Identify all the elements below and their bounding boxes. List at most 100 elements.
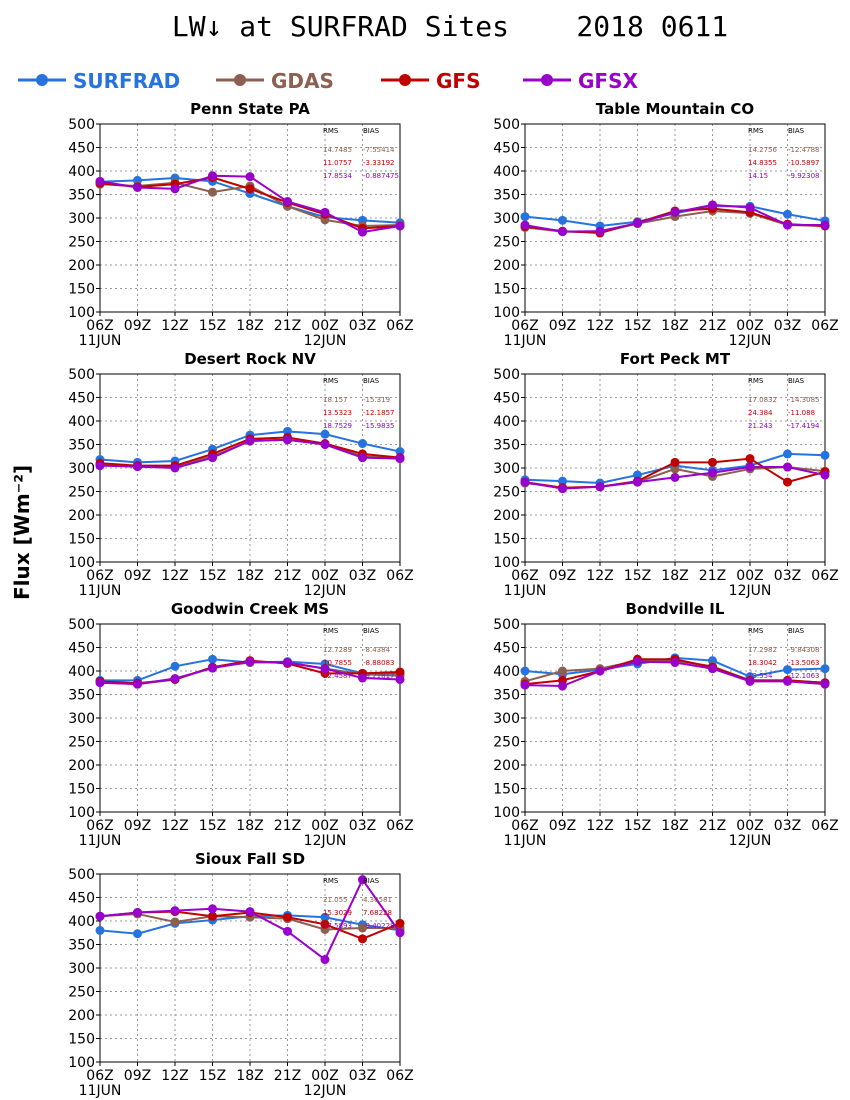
y-tick-label: 500 [68,367,95,383]
y-tick-label: 400 [493,164,520,180]
x-tick-label: 03Z [774,568,801,584]
chart-panel: Penn State PA 100 150 200 250 300 350 400 450 500… [68,100,413,349]
y-tick-label: 350 [68,938,95,954]
legend-label: GFSX [578,69,638,93]
x-tick-label: 09Z [124,818,151,834]
data-point-gdas [208,187,217,197]
data-point-gfsx [670,472,680,482]
stats-value: 18.157 [323,396,348,404]
data-point-gfsx [283,926,292,936]
legend-item-gdas: GDAS [216,69,334,93]
x-tick-label: 12Z [586,818,613,834]
legend-item-gfs: GFS [381,69,480,93]
stats-value: -10.5897 [788,159,819,167]
data-point-gfsx [170,906,180,916]
stats-header: BIAS [788,377,805,385]
x-tick-label: 00Z [311,318,338,334]
data-point-gfsx [820,679,830,689]
data-point-gfsx [633,218,642,228]
data-point-gfsx [745,462,755,472]
y-tick-label: 250 [68,485,95,501]
stats-value: -9.40228 [363,922,394,930]
x-tick-label: 15Z [624,568,651,584]
data-point-gdas [358,923,367,933]
data-point-gfsx [820,470,830,480]
y-tick-label: 350 [68,688,95,704]
y-tick-label: 150 [493,782,520,798]
date-label: 12JUN [304,333,347,349]
x-tick-label: 06Z [386,818,413,834]
data-point-surfrad [558,476,567,486]
data-point-gdas [558,666,567,676]
data-point-gfsx [745,203,755,213]
y-tick-label: 200 [493,758,520,774]
data-point-gfs [283,912,292,922]
y-tick-label: 100 [493,305,520,321]
data-point-gfsx [558,681,567,691]
x-tick-label: 21Z [274,318,301,334]
y-tick-label: 100 [493,555,520,571]
x-tick-label: 21Z [274,818,301,834]
panel-title: Table Mountain CO [596,100,754,118]
date-label: 11JUN [79,1083,122,1099]
stats-header: RMS [748,377,764,385]
x-tick-label: 06Z [386,318,413,334]
stats-header: RMS [323,127,339,135]
legend-marker [399,74,411,86]
data-point-gfsx [283,658,292,668]
x-tick-label: 18Z [661,818,688,834]
y-tick-label: 100 [68,555,95,571]
stats-header: BIAS [363,127,380,135]
data-point-gfsx [170,674,180,684]
data-point-gfsx [520,477,530,487]
data-point-surfrad [558,215,567,225]
x-tick-label: 18Z [236,1068,263,1084]
x-tick-label: 06Z [811,568,838,584]
x-tick-label: 12Z [161,1068,188,1084]
data-point-surfrad [783,449,792,459]
stats-header: BIAS [363,377,380,385]
stats-value: 10.7855 [323,659,352,667]
data-point-gfsx [558,484,567,494]
data-point-gfs [708,457,717,467]
x-tick-label: 03Z [349,1068,376,1084]
stats-value: 13.554 [748,672,773,680]
y-tick-label: 300 [493,711,520,727]
y-tick-label: 450 [493,641,520,657]
legend-marker [541,74,553,86]
x-tick-label: 09Z [549,818,576,834]
date-label: 12JUN [304,833,347,849]
data-point-gfsx [670,658,680,668]
stats-value: -9.21817 [363,672,394,680]
chart-panel: Desert Rock NV 100 150 200 250 300 350 400 450 50… [68,350,413,599]
data-point-surfrad [783,209,792,219]
stats-header: RMS [748,627,764,635]
x-tick-label: 06Z [86,818,113,834]
data-point-gfsx [358,227,367,237]
date-label: 12JUN [729,333,772,349]
stats-header: BIAS [363,627,380,635]
x-tick-label: 06Z [386,1068,413,1084]
data-point-gfs [670,457,680,467]
legend-marker [36,74,48,86]
y-tick-label: 250 [493,235,520,251]
stats-value: 7.68228 [363,909,392,917]
y-tick-label: 350 [493,188,520,204]
data-point-gfsx [95,176,105,186]
data-point-surfrad [320,912,330,922]
y-tick-label: 300 [68,711,95,727]
x-tick-label: 03Z [349,568,376,584]
y-tick-label: 150 [68,782,95,798]
data-point-gfs [208,911,217,921]
y-tick-label: 100 [68,1055,95,1071]
data-point-gfsx [245,172,255,182]
data-point-gfsx [208,453,217,463]
data-point-gdas [170,917,180,927]
y-tick-label: 250 [68,235,95,251]
y-tick-label: 100 [68,805,95,821]
x-tick-label: 06Z [86,1068,113,1084]
stats-value: 21.243 [748,422,773,430]
chart-panel: Sioux Fall SD 100 150 200 250 300 350 400 450 500… [68,850,413,1099]
x-tick-label: 18Z [236,568,263,584]
legend-label: SURFRAD [73,69,180,93]
